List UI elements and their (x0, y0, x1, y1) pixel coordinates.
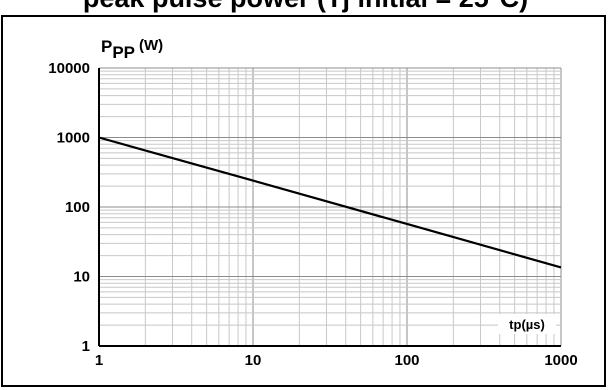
x-axis-label: tp(µs) (509, 317, 545, 332)
series-line-0 (98, 136, 562, 269)
y-tick-label: 10 (73, 269, 90, 286)
y-tick-label: 1 (82, 338, 90, 355)
y-tick-label: 10000 (48, 60, 90, 77)
x-tick-label: 1 (95, 352, 103, 369)
y-axis-label-symbol: P (101, 37, 112, 56)
y-axis-label: PPP (W) (101, 37, 163, 62)
chart-title-cut: peak pulse power (Tj initial = 25°C) (0, 0, 611, 14)
x-tick-label: 1000 (544, 352, 577, 369)
grid-layer (98, 67, 562, 347)
x-tick-label: 10 (245, 352, 262, 369)
x-axis-label-box (498, 314, 556, 334)
y-tick-label: 1000 (57, 130, 90, 147)
series-layer (98, 136, 562, 269)
y-tick-label: 100 (65, 199, 90, 216)
x-tick-label: 100 (394, 352, 419, 369)
y-axis-label-unit: (W) (139, 37, 163, 54)
axis-layer (98, 68, 561, 347)
y-axis-label-subscript: PP (112, 43, 135, 62)
chart-frame (1, 15, 606, 387)
